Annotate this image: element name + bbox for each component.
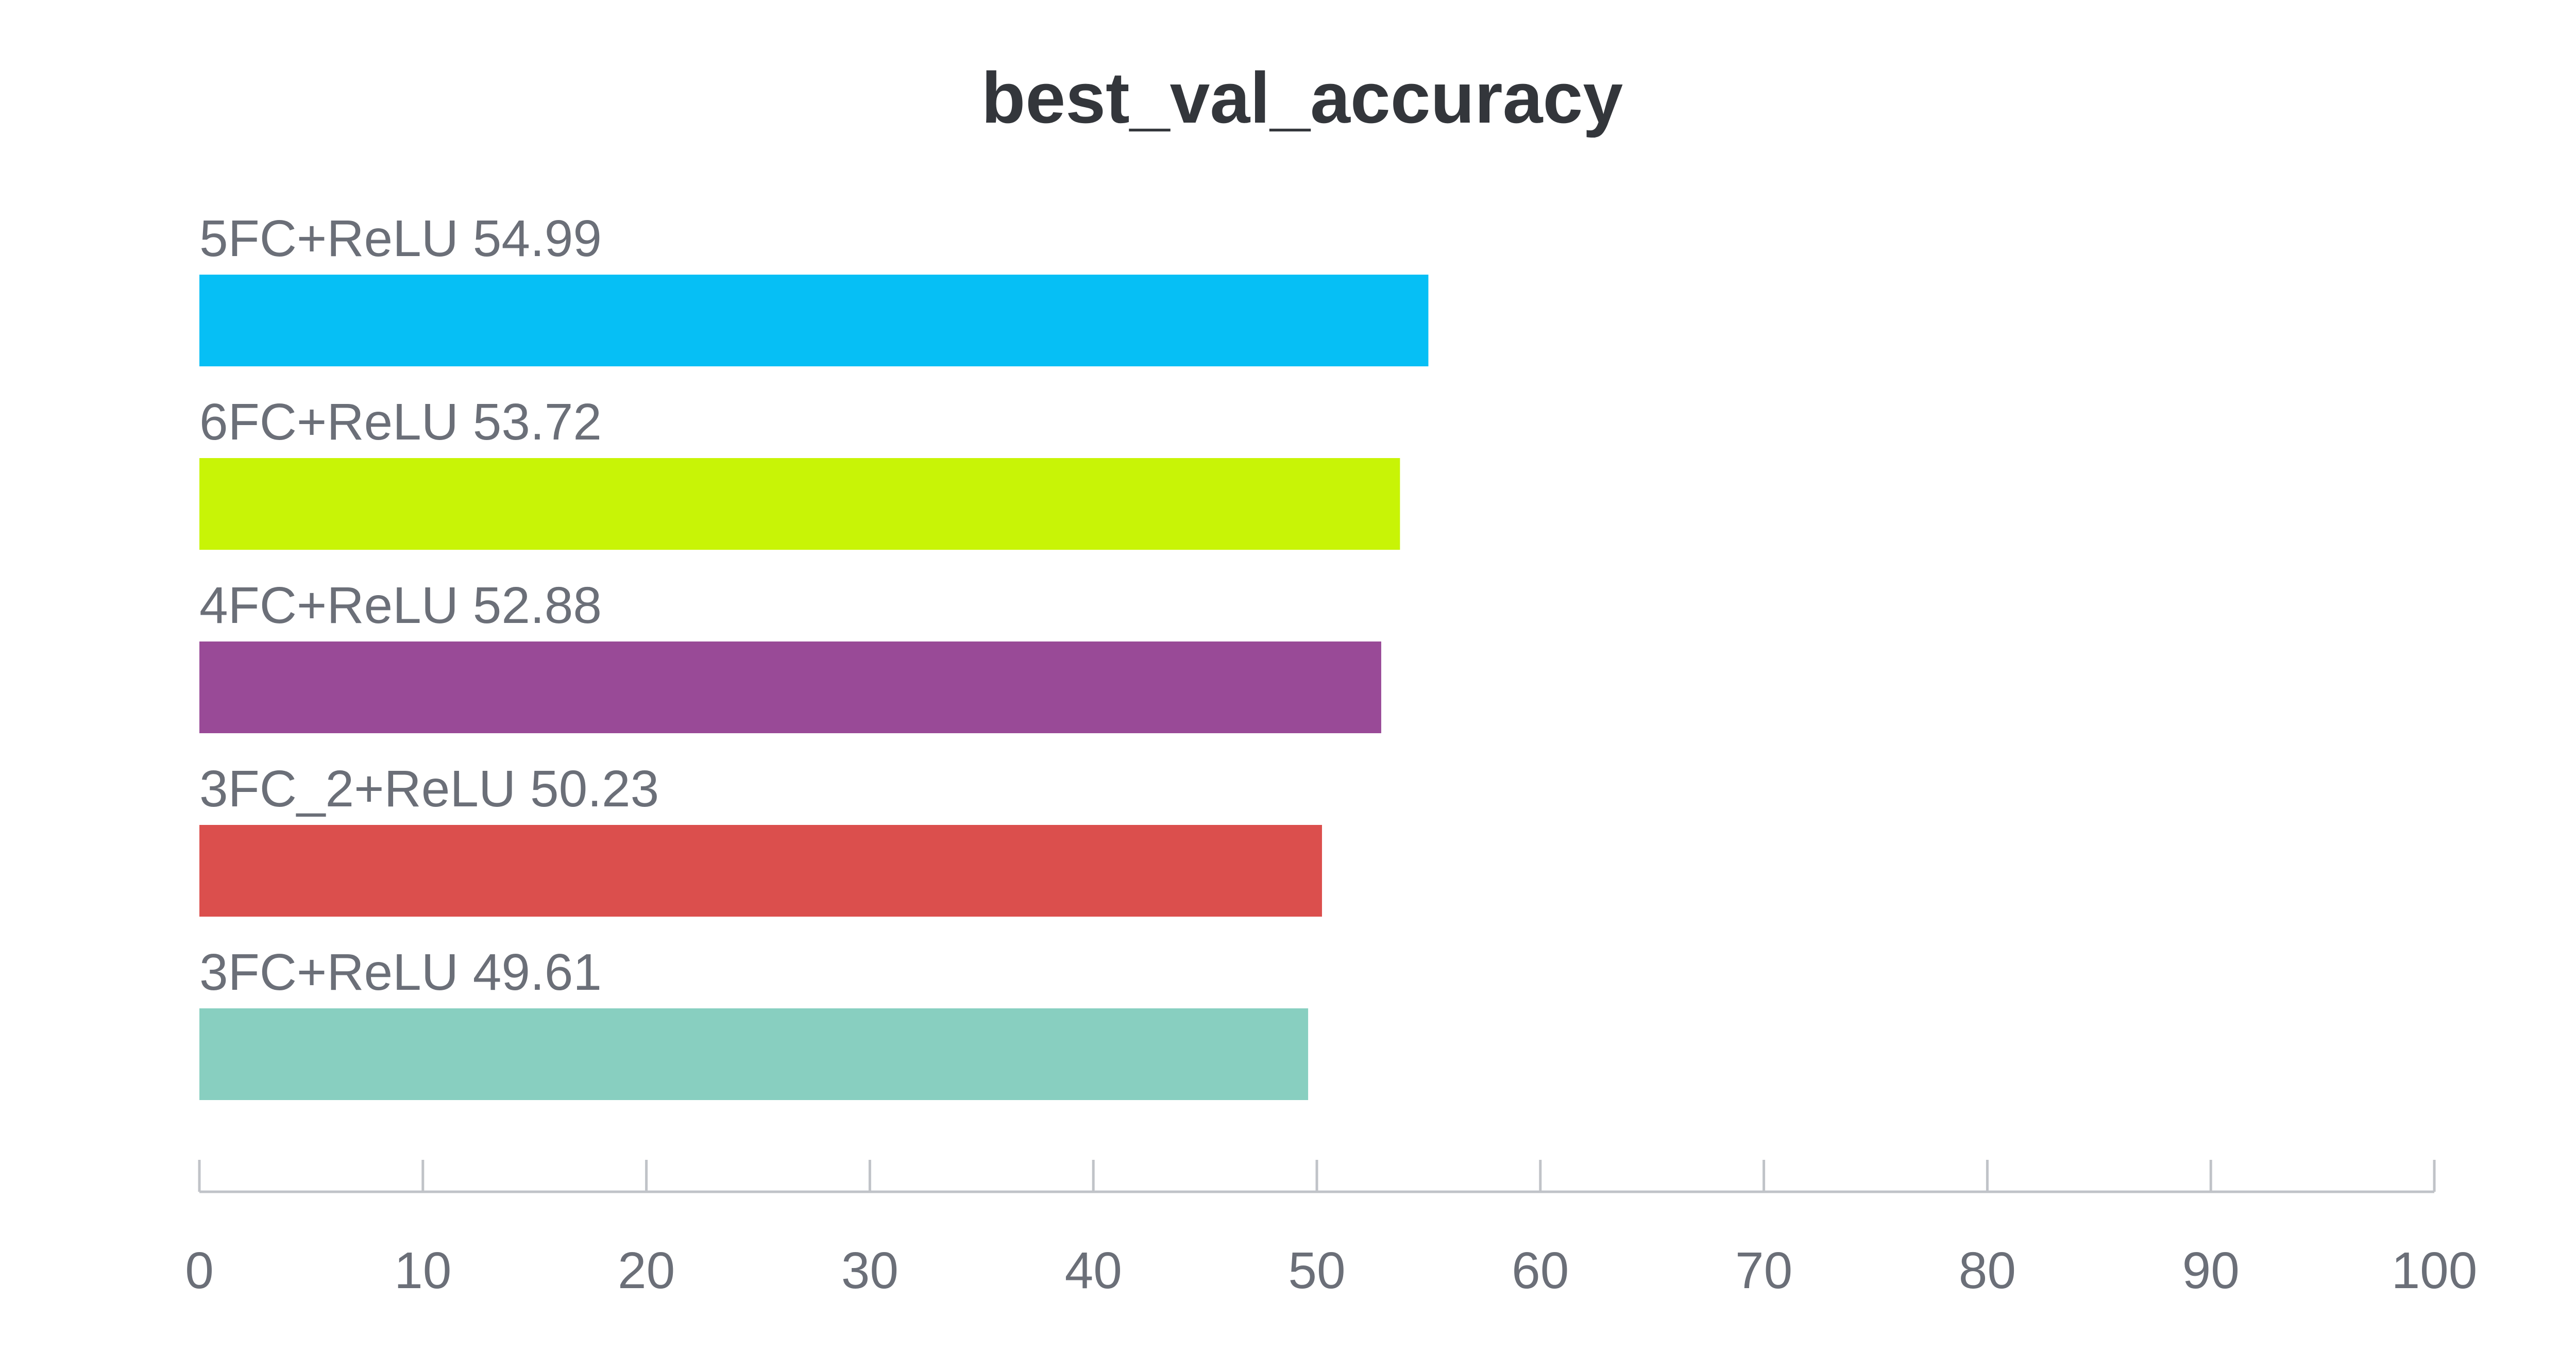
x-tick-label: 90: [2182, 1242, 2240, 1299]
bar-3fc-2-relu: [199, 825, 1322, 917]
chart-title: best_val_accuracy: [981, 57, 1623, 138]
x-tick-label: 80: [1959, 1242, 2016, 1299]
x-tick-label: 40: [1065, 1242, 1122, 1299]
bar-5fc-relu: [199, 275, 1429, 366]
x-tick-label: 30: [841, 1242, 899, 1299]
bar-label: 4FC+ReLU 52.88: [199, 577, 602, 634]
x-tick-label: 50: [1288, 1242, 1345, 1299]
x-tick-label: 60: [1512, 1242, 1569, 1299]
bar-label: 6FC+ReLU 53.72: [199, 393, 602, 451]
bar-label: 3FC+ReLU 49.61: [199, 943, 602, 1001]
bar-6fc-relu: [199, 458, 1400, 550]
x-tick-label: 20: [618, 1242, 675, 1299]
x-tick-label: 0: [185, 1242, 214, 1299]
bar-label: 5FC+ReLU 54.99: [199, 210, 602, 267]
x-tick-label: 10: [394, 1242, 451, 1299]
x-tick-label: 70: [1735, 1242, 1792, 1299]
bar-3fc-relu: [199, 1008, 1309, 1100]
bar-4fc-relu: [199, 641, 1381, 733]
x-tick-label: 100: [2392, 1242, 2478, 1299]
bar-label: 3FC_2+ReLU 50.23: [199, 760, 659, 818]
